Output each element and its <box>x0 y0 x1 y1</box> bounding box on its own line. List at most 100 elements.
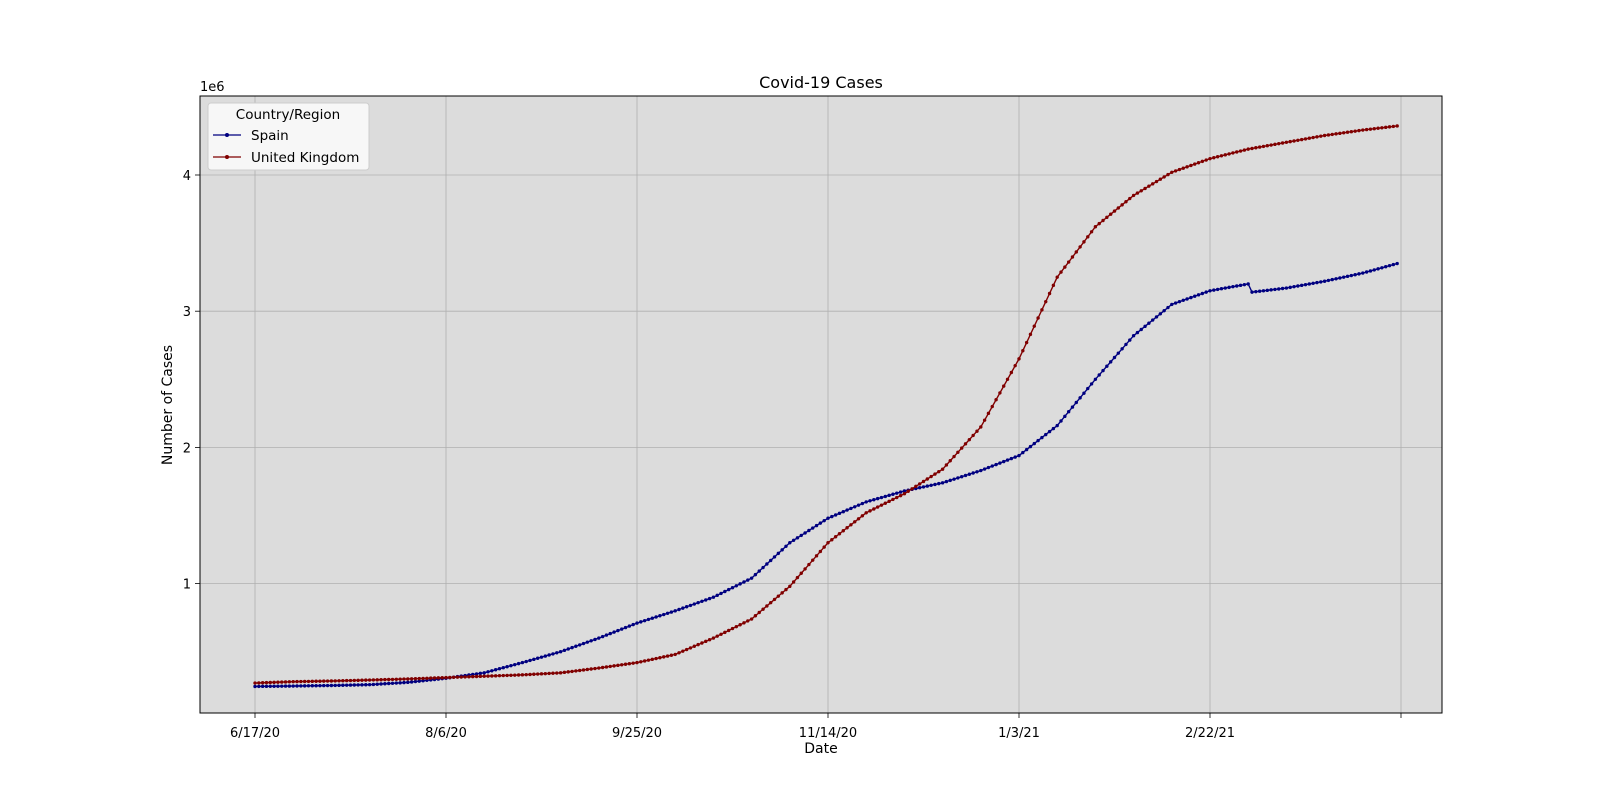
data-point-spain <box>390 681 395 685</box>
data-point-united-kingdom <box>1009 370 1014 375</box>
data-point-united-kingdom <box>1357 128 1361 133</box>
data-point-united-kingdom <box>845 526 849 530</box>
data-point-united-kingdom <box>513 673 517 677</box>
data-point-united-kingdom <box>448 675 452 680</box>
data-point-spain <box>883 494 887 499</box>
data-point-united-kingdom <box>1078 245 1082 249</box>
data-point-united-kingdom <box>677 651 681 655</box>
data-point-spain <box>704 598 708 602</box>
data-point-united-kingdom <box>784 587 788 592</box>
data-point-united-kingdom <box>1128 196 1132 201</box>
x-tick-label: 1/3/21 <box>998 726 1040 741</box>
data-point-spain <box>1181 298 1185 302</box>
data-point-spain <box>818 521 823 525</box>
data-point-united-kingdom <box>509 673 513 677</box>
data-point-spain <box>1070 405 1075 409</box>
data-point-spain <box>325 683 330 688</box>
legend[interactable]: Country/Region Spain United Kingdom <box>207 102 370 171</box>
data-point-spain <box>509 663 513 668</box>
data-point-united-kingdom <box>1322 133 1327 138</box>
data-point-united-kingdom <box>807 562 811 567</box>
data-point-spain <box>356 683 360 687</box>
data-point-spain <box>268 684 272 688</box>
data-point-united-kingdom <box>986 411 991 416</box>
data-point-united-kingdom <box>337 679 341 683</box>
data-point-united-kingdom <box>631 661 635 665</box>
data-point-united-kingdom <box>467 675 471 679</box>
data-point-united-kingdom <box>555 671 559 675</box>
data-point-spain <box>692 602 696 606</box>
data-point-spain <box>746 578 750 582</box>
data-point-spain <box>1032 441 1036 446</box>
data-point-spain <box>310 684 314 688</box>
data-point-united-kingdom <box>280 680 284 684</box>
data-point-spain <box>413 679 418 684</box>
data-point-united-kingdom <box>302 679 307 684</box>
data-point-united-kingdom <box>795 575 800 580</box>
data-point-spain <box>1231 284 1235 289</box>
data-point-united-kingdom <box>1292 139 1296 143</box>
data-point-spain <box>998 461 1002 465</box>
data-point-united-kingdom <box>562 670 567 675</box>
data-point-united-kingdom <box>1051 283 1056 288</box>
data-point-spain <box>803 531 807 535</box>
data-point-united-kingdom <box>1235 150 1239 154</box>
x-tick-label: 11/14/20 <box>799 726 857 741</box>
data-point-spain <box>1009 456 1014 461</box>
data-point-spain <box>662 612 666 617</box>
data-point-united-kingdom <box>929 474 933 479</box>
data-point-spain <box>864 500 868 504</box>
data-point-spain <box>1288 285 1292 290</box>
data-point-united-kingdom <box>471 674 475 679</box>
data-point-spain <box>1139 327 1143 332</box>
data-point-spain <box>474 672 479 676</box>
data-point-spain <box>1387 263 1392 268</box>
data-point-spain <box>478 671 483 676</box>
data-point-united-kingdom <box>925 477 930 481</box>
data-point-spain <box>360 683 364 687</box>
data-point-spain <box>1296 284 1300 288</box>
data-point-united-kingdom <box>1013 363 1017 368</box>
data-point-united-kingdom <box>730 626 735 631</box>
data-point-united-kingdom <box>1208 156 1212 161</box>
data-point-united-kingdom <box>837 532 842 536</box>
data-point-united-kingdom <box>1032 324 1036 328</box>
data-point-spain <box>1368 269 1373 273</box>
x-axis-label: Date <box>804 741 837 757</box>
data-point-spain <box>1051 426 1056 431</box>
data-point-united-kingdom <box>658 656 662 660</box>
data-point-spain <box>1044 432 1048 437</box>
data-point-spain <box>1322 279 1327 283</box>
data-point-spain <box>1063 414 1067 419</box>
data-point-spain <box>627 624 632 628</box>
data-point-spain <box>1208 289 1212 293</box>
data-point-united-kingdom <box>704 639 708 644</box>
data-point-spain <box>1292 284 1296 289</box>
data-point-spain <box>555 651 559 655</box>
data-point-united-kingdom <box>1021 349 1025 353</box>
data-point-united-kingdom <box>776 594 781 598</box>
data-point-spain <box>1307 282 1312 286</box>
data-point-spain <box>837 511 842 516</box>
data-point-spain <box>791 538 796 542</box>
data-point-united-kingdom <box>383 677 387 682</box>
data-point-united-kingdom <box>276 680 280 684</box>
data-point-spain <box>341 683 345 687</box>
data-point-united-kingdom <box>1269 143 1273 147</box>
data-point-united-kingdom <box>1089 230 1094 234</box>
data-point-united-kingdom <box>1002 384 1006 388</box>
data-point-spain <box>581 641 586 646</box>
data-point-spain <box>1250 290 1254 294</box>
data-point-spain <box>887 493 891 498</box>
data-point-united-kingdom <box>283 680 288 684</box>
data-point-united-kingdom <box>444 675 448 680</box>
data-point-united-kingdom <box>937 469 941 474</box>
data-point-united-kingdom <box>291 679 295 684</box>
data-point-united-kingdom <box>1059 270 1063 274</box>
data-point-spain <box>795 536 800 540</box>
data-point-spain <box>257 684 261 689</box>
data-point-united-kingdom <box>1338 131 1342 136</box>
data-point-spain <box>578 643 582 647</box>
data-point-spain <box>1215 287 1220 292</box>
